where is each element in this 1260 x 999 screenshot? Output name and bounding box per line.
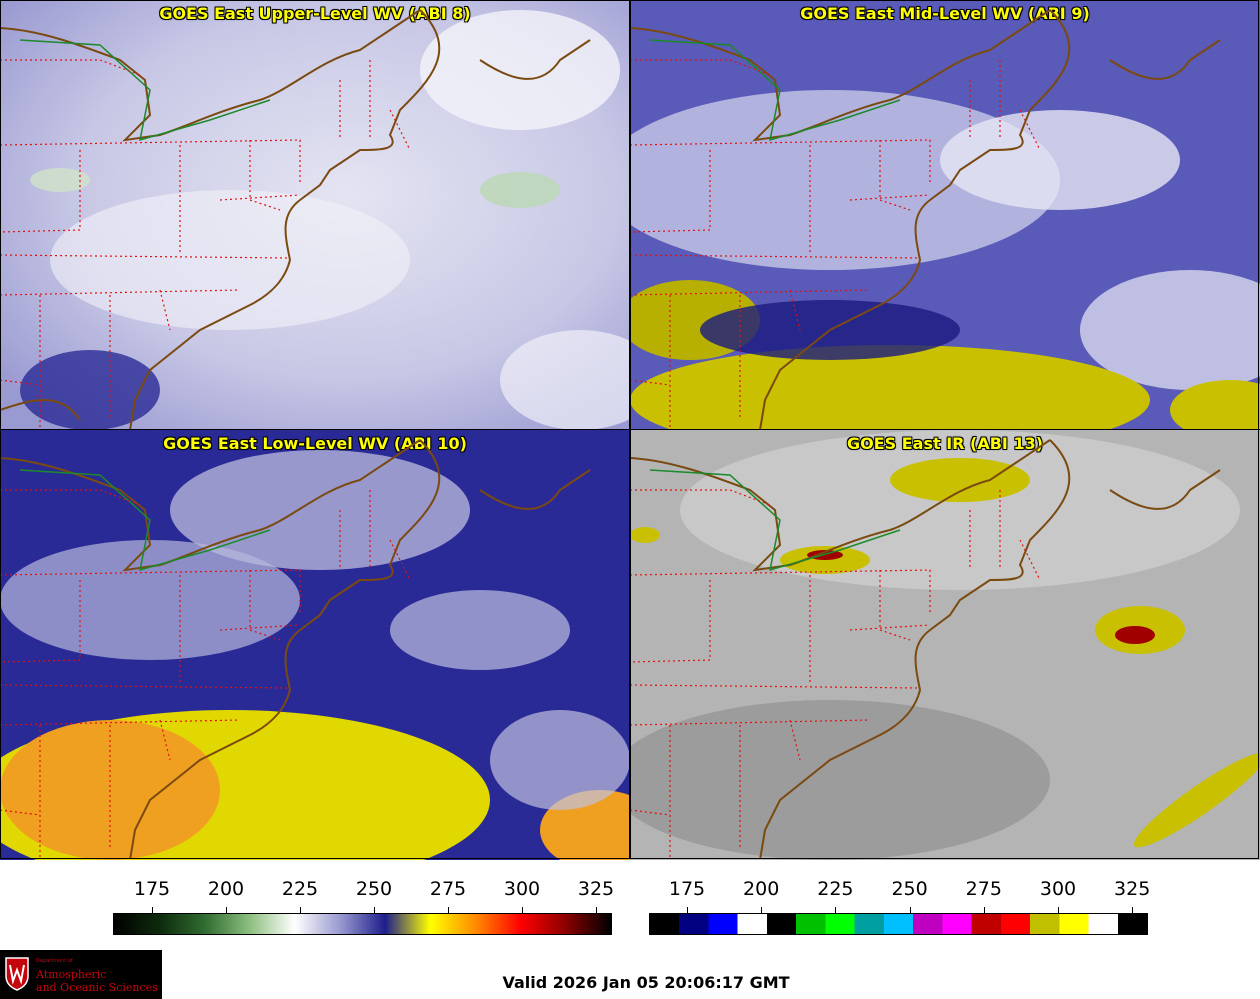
wv-low-image [0, 430, 630, 860]
panel-upper-level-wv: GOES East Upper-Level WV (ABI 8) [0, 0, 630, 430]
colorbar-tick-label: 275 [965, 878, 1002, 900]
valid-time: Valid 2026 Jan 05 20:06:17 GMT [502, 973, 790, 992]
colorbar-tick [300, 907, 301, 913]
panel-mid-level-wv: GOES East Mid-Level WV (ABI 9) [630, 0, 1260, 430]
colorbar-tick [152, 907, 153, 913]
logo-line2: and Oceanic Sciences [36, 981, 158, 994]
colorbar-tick [835, 907, 837, 913]
panel-title: GOES East Low-Level WV (ABI 10) [163, 434, 467, 453]
colorbar-tick-label: 175 [133, 878, 171, 900]
colorbar-tick-label: 250 [355, 878, 393, 900]
panel-divider-horizontal [0, 429, 1260, 430]
aos-logo: Department of Atmospheric and Oceanic Sc… [0, 950, 162, 999]
colorbar-tick [1132, 907, 1134, 913]
colorbar-tick-label: 300 [503, 878, 541, 900]
colorbar-tick-label: 225 [817, 878, 854, 900]
uw-crest-icon [5, 957, 29, 991]
wv-colorbar-gradient [113, 913, 612, 935]
logo-line1: Atmospheric [36, 968, 107, 981]
colorbar-tick [374, 907, 375, 913]
colorbar-tick [983, 907, 985, 913]
colorbar-tick [1058, 907, 1059, 913]
panel-title: GOES East Mid-Level WV (ABI 9) [800, 4, 1090, 23]
wv-mid-image [630, 0, 1260, 430]
colorbar-tick [226, 907, 227, 913]
colorbar-tick [448, 907, 449, 913]
wv-upper-image [0, 0, 630, 430]
panel-title: GOES East IR (ABI 13) [846, 434, 1044, 453]
ir-image [630, 430, 1260, 860]
colorbar-tick [909, 907, 911, 913]
logo-department: Department of [36, 958, 73, 964]
colorbar-tick [596, 907, 597, 913]
colorbar-tick [761, 907, 763, 913]
colorbar-tick-label: 175 [668, 878, 706, 900]
colorbar-tick-label: 325 [577, 878, 615, 900]
panel-ir: GOES East IR (ABI 13) [630, 430, 1260, 860]
colorbar-tick-label: 200 [207, 878, 245, 900]
panel-title: GOES East Upper-Level WV (ABI 8) [159, 4, 471, 23]
colorbar-tick-label: 225 [281, 878, 319, 900]
colorbar-tick-label: 250 [891, 878, 928, 900]
colorbar-tick-label: 325 [1114, 878, 1151, 900]
panel-low-level-wv: GOES East Low-Level WV (ABI 10) [0, 430, 630, 860]
colorbar-tick [687, 907, 688, 913]
colorbar-tick-label: 300 [1039, 878, 1077, 900]
colorbar-tick-label: 275 [429, 878, 467, 900]
ir-colorbar-segments [649, 913, 1148, 935]
colorbar-tick-label: 200 [743, 878, 780, 900]
colorbar-tick [522, 907, 523, 913]
